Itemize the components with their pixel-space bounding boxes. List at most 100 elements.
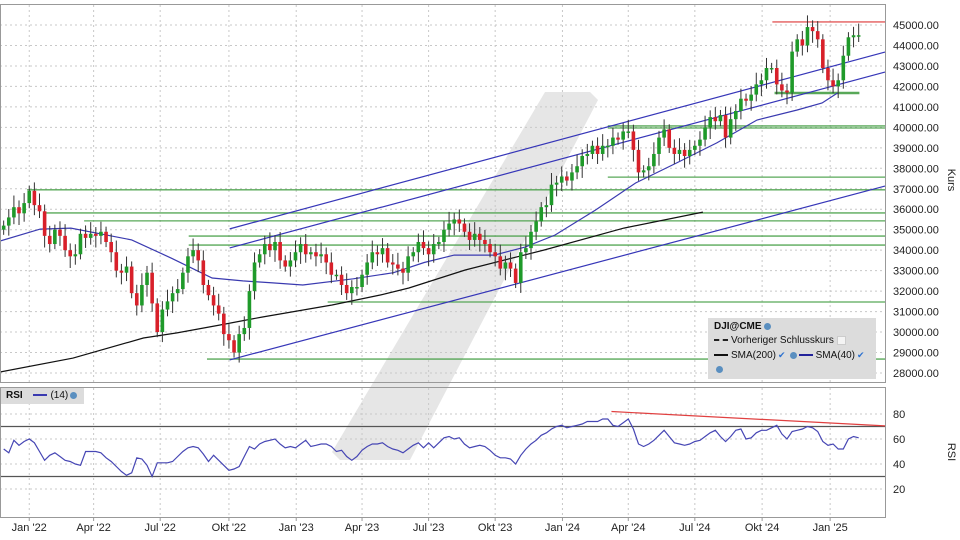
globe-icon[interactable] — [70, 391, 78, 399]
candle-body — [104, 231, 108, 242]
price-tick-label: 36000.00 — [893, 204, 939, 216]
candle-body — [268, 244, 272, 251]
candle-body — [621, 131, 625, 140]
checkbox-icon[interactable] — [836, 335, 846, 345]
candle-body — [652, 153, 656, 167]
candle-body — [201, 260, 206, 285]
candle-body — [785, 90, 789, 93]
candle-body — [483, 239, 487, 245]
candle-body — [759, 80, 764, 85]
candle-body — [575, 166, 579, 173]
candle-body — [585, 153, 590, 157]
time-tick-label: Jan '24 — [545, 522, 580, 534]
candle-body — [590, 145, 595, 154]
candle-body — [83, 233, 88, 238]
candle-body — [851, 35, 856, 38]
candle-body — [242, 327, 247, 335]
globe-icon[interactable] — [716, 365, 723, 373]
candle-body — [836, 80, 840, 87]
candle-body — [385, 248, 390, 263]
candle-body — [257, 254, 262, 263]
candle-body — [94, 233, 98, 236]
rsi-panel — [0, 410, 886, 479]
candle-body — [493, 252, 497, 257]
candle-body — [805, 27, 810, 46]
candle-body — [682, 149, 687, 157]
candle-body — [457, 219, 462, 224]
candle-body — [713, 117, 718, 122]
price-panel-frame — [0, 4, 886, 383]
candle-body — [826, 67, 830, 81]
candle-body — [155, 303, 160, 333]
candle-body — [196, 250, 201, 261]
candle-body — [462, 223, 467, 232]
time-tick-label: Apr '24 — [611, 522, 646, 534]
candle-body — [170, 293, 175, 302]
check-icon[interactable]: ✔ — [857, 350, 865, 360]
candle-body — [554, 182, 559, 185]
price-tick-label: 43000.00 — [893, 61, 939, 73]
price-axis: 45000.00 44000.00 43000.00 42000.00 41000.00… — [893, 20, 939, 380]
candle-body — [718, 115, 723, 122]
candle-body — [380, 248, 385, 255]
globe-icon[interactable] — [789, 351, 797, 359]
candle-body — [626, 131, 631, 133]
price-tick-label: 45000.00 — [893, 20, 939, 32]
candle-body — [396, 264, 400, 269]
legend-prev-close[interactable]: Vorheriger Schlusskurs — [714, 334, 870, 348]
candle-body — [145, 272, 149, 285]
candle-body — [216, 305, 221, 314]
candle-body — [600, 145, 605, 154]
candle-body — [595, 145, 600, 154]
candle-body — [616, 137, 620, 140]
time-tick-label: Okt '22 — [212, 522, 247, 534]
candle-body — [693, 145, 697, 150]
candle-body — [88, 233, 93, 238]
channel-trendline — [229, 51, 886, 230]
candle-body — [68, 250, 73, 257]
candle-body — [411, 252, 416, 257]
candle-body — [309, 252, 313, 255]
candle-body — [518, 252, 523, 283]
candle-body — [646, 166, 651, 171]
candle-body — [810, 27, 815, 32]
candle-body — [303, 244, 308, 255]
candle-body — [442, 229, 446, 242]
globe-icon[interactable] — [763, 322, 771, 330]
candle-body — [795, 39, 800, 52]
price-tick-label: 39000.00 — [893, 143, 939, 155]
rsi-tick-label: 40 — [893, 459, 905, 471]
candle-body — [58, 229, 62, 236]
candle-body — [452, 219, 457, 224]
candle-body — [421, 241, 426, 249]
price-tick-label: 31000.00 — [893, 307, 939, 319]
candle-body — [288, 260, 293, 267]
candle-body — [350, 287, 354, 294]
time-tick-label: Okt '24 — [745, 522, 780, 534]
candle-body — [78, 233, 83, 255]
candle-body — [186, 256, 190, 273]
candle-body — [252, 262, 257, 292]
candle-body — [324, 254, 329, 263]
price-tick-label: 30000.00 — [893, 327, 939, 339]
candle-body — [467, 231, 472, 240]
candle-body — [401, 268, 405, 273]
candle-body — [565, 176, 569, 181]
price-tick-label: 28000.00 — [893, 368, 939, 380]
candle-body — [22, 203, 26, 214]
candle-body — [513, 268, 518, 283]
candle-body — [677, 149, 682, 154]
candle-body — [580, 156, 584, 167]
check-icon[interactable]: ✔ — [778, 350, 786, 360]
candle-body — [150, 272, 154, 304]
candle-body — [140, 284, 144, 306]
price-tick-label: 33000.00 — [893, 266, 939, 278]
time-tick-label: Jan '23 — [279, 522, 314, 534]
price-tick-label: 40000.00 — [893, 122, 939, 134]
rsi-period: (14) — [50, 390, 69, 401]
price-tick-label: 41000.00 — [893, 102, 939, 114]
candle-body — [508, 262, 513, 269]
candle-body — [278, 241, 282, 261]
time-tick-label: Jan '25 — [813, 522, 848, 534]
